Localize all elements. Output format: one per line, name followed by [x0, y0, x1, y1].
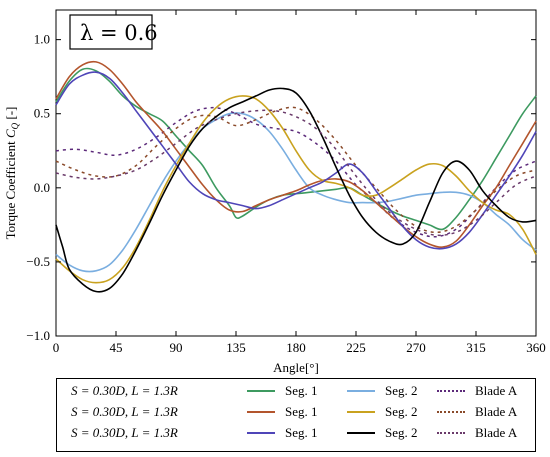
legend-entry: Seg. 2: [347, 383, 418, 399]
legend-condition: S = 0.30D, L = 1.3R: [71, 425, 178, 440]
x-tick-label: 315: [466, 340, 486, 355]
legend-swatch: [247, 432, 275, 434]
legend-swatch: [437, 390, 465, 392]
legend-swatch: [347, 411, 375, 413]
x-axis-ticks: 0 45 90 135 180 225 270 315 360: [53, 10, 546, 355]
legend-swatch: [347, 432, 375, 434]
legend-entry: Blade A: [437, 425, 517, 441]
x-tick-label: 225: [346, 340, 366, 355]
y-tick-label: 1.0: [34, 32, 50, 47]
legend-entry: Blade A: [437, 404, 517, 420]
x-tick-label: 90: [170, 340, 183, 355]
series-line: [55, 60, 537, 248]
legend-label: Seg. 1: [285, 404, 318, 419]
legend-label: Blade A: [475, 404, 518, 419]
y-tick-label: −0.5: [26, 254, 50, 269]
legend-swatch: [247, 411, 275, 413]
y-axis-title-subscript: Q: [10, 122, 20, 129]
annotation-box: λ = 0.6: [69, 14, 158, 50]
plot-frame: [55, 9, 537, 337]
legend-label: Seg. 1: [285, 425, 318, 440]
x-axis-title: Angle[°]: [273, 360, 319, 375]
x-tick-label: 180: [286, 340, 306, 355]
legend-label: Seg. 2: [385, 425, 418, 440]
y-axis-title-symbol: C: [3, 129, 18, 138]
y-axis-title: Torque Coefficient CQ [-]: [3, 107, 20, 240]
legend-swatch: [437, 432, 465, 434]
series-line: [55, 67, 537, 231]
series-line: [55, 71, 537, 250]
y-axis-ticks: −1.0 −0.5 0.0 0.5 1.0: [26, 32, 536, 343]
legend-entry: Seg. 2: [347, 404, 418, 420]
legend-label: Seg. 2: [385, 383, 418, 398]
x-tick-label: 270: [406, 340, 426, 355]
series-line: [55, 106, 537, 238]
legend-swatch: [347, 390, 375, 392]
y-axis-title-prefix: Torque Coefficient: [3, 138, 18, 239]
series-line: [55, 112, 537, 273]
legend: S = 0.30D, L = 1.3R S = 0.30D, L = 1.3R …: [56, 378, 536, 452]
series-line: [55, 87, 537, 293]
legend-condition: S = 0.30D, L = 1.3R: [71, 383, 178, 398]
x-tick-label: 45: [110, 340, 123, 355]
legend-label: Blade A: [475, 425, 518, 440]
legend-swatch: [247, 390, 275, 392]
x-tick-label: 135: [226, 340, 246, 355]
legend-condition: S = 0.30D, L = 1.3R: [71, 404, 178, 419]
legend-swatch: [437, 411, 465, 413]
legend-entry: Seg. 2: [347, 425, 418, 441]
torque-coefficient-chart: 0 45 90 135 180 225 270 315 360 −1.0 −0.5 0.0 0.5 1.…: [3, 9, 546, 375]
series-line: [55, 109, 537, 237]
legend-label: Seg. 1: [285, 383, 318, 398]
plot-area: 0 45 90 135 180 225 270 315 360 −1.0 −0.5 0.0 0.5 1.…: [26, 9, 546, 355]
lambda-annotation: λ = 0.6: [80, 21, 158, 45]
y-tick-label: 0.0: [34, 180, 50, 195]
legend-label: Seg. 2: [385, 404, 418, 419]
series-layer: [55, 60, 537, 293]
legend-entry: Blade A: [437, 383, 517, 399]
legend-entry: Seg. 1: [247, 425, 318, 441]
legend-entry: Seg. 1: [247, 404, 318, 420]
legend-label: Blade A: [475, 383, 518, 398]
series-line: [55, 95, 537, 284]
x-tick-label: 360: [526, 340, 546, 355]
y-tick-label: 0.5: [34, 106, 50, 121]
x-tick-label: 0: [53, 340, 60, 355]
legend-entry: Seg. 1: [247, 383, 318, 399]
series-line: [55, 106, 537, 234]
y-tick-label: −1.0: [26, 328, 50, 343]
y-axis-title-suffix: [-]: [3, 107, 18, 123]
